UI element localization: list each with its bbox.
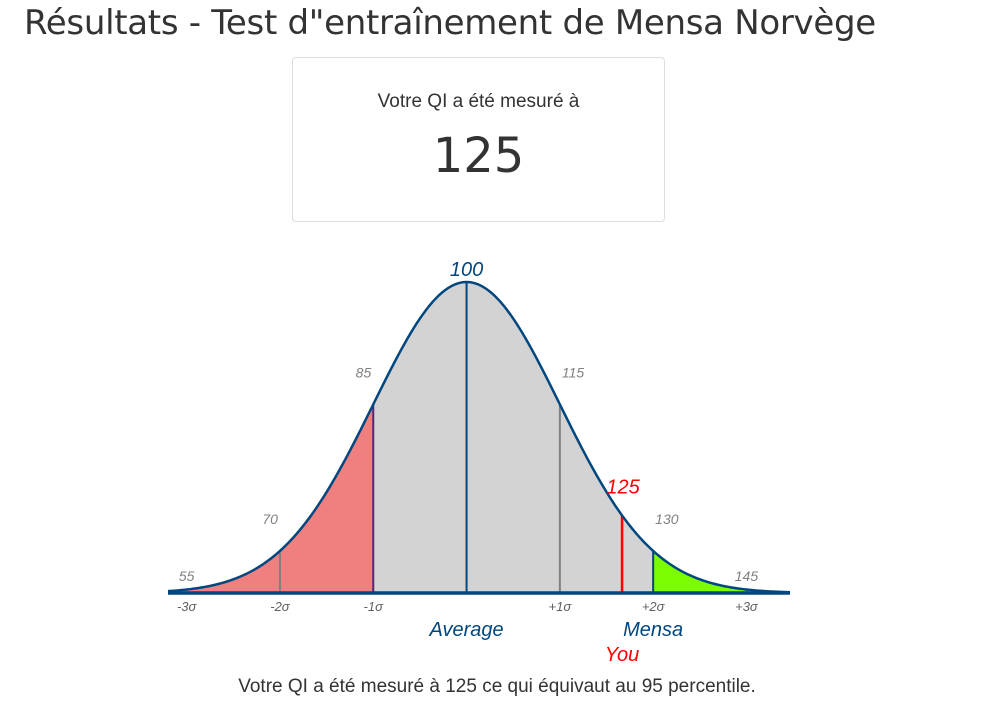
you-label: You [605, 644, 639, 666]
sigma-label: +1σ [549, 599, 573, 614]
page-title: Résultats - Test d"entraînement de Mensa… [24, 3, 876, 43]
score-label: Votre QI a été mesuré à [377, 91, 580, 112]
sigma-label: -1σ [364, 599, 385, 614]
iq-tick-label-70: 70 [262, 511, 278, 527]
sigma-label: +2σ [642, 599, 666, 614]
area-middle [168, 282, 790, 593]
area-below-minus-1-sigma [168, 404, 374, 593]
iq-tick-label-55: 55 [179, 568, 195, 584]
iq-score-value: 125 [432, 128, 525, 184]
iq-score-card: Votre QI a été mesuré à 125 [292, 57, 665, 222]
iq-tick-label-85: 85 [356, 364, 372, 380]
mensa-label: Mensa [623, 619, 683, 641]
sigma-label: -3σ [177, 599, 198, 614]
iq-tick-label-100: 100 [450, 259, 483, 281]
iq-tick-label-115: 115 [562, 364, 585, 380]
iq-distribution-chart: 55 70 85 100 115 130 145 -3σ -2σ -1σ +1σ +2σ +3σ 125 A… [167, 259, 791, 666]
sigma-label: +3σ [735, 599, 759, 614]
you-value-label: 125 [606, 476, 640, 498]
sigma-label: -2σ [270, 599, 291, 614]
area-mensa [653, 550, 790, 593]
iq-tick-label-145: 145 [735, 568, 759, 584]
bell-curve-line [167, 280, 791, 594]
result-summary: Votre QI a été mesuré à 125 ce qui équiv… [238, 676, 756, 697]
average-label: Average [428, 619, 503, 641]
iq-tick-label-130: 130 [655, 511, 679, 527]
